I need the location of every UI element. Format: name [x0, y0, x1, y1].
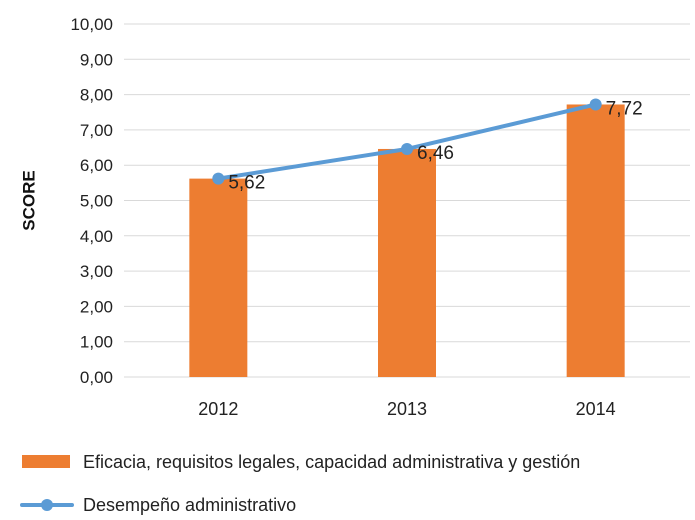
y-tick-label: 10,00: [70, 15, 113, 34]
data-labels: 5,62 6,46 7,72: [228, 98, 642, 193]
x-tick-label: 2013: [387, 399, 427, 419]
line-point-2014: [589, 98, 602, 111]
y-tick-label: 3,00: [80, 262, 113, 281]
y-axis-title: SCORE: [19, 170, 38, 230]
bar-2013: [378, 148, 436, 377]
y-tick-label: 6,00: [80, 156, 113, 175]
legend-line-label: Desempeño administrativo: [83, 495, 296, 515]
line-point-2012: [212, 172, 225, 185]
y-tick-label: 8,00: [80, 86, 113, 105]
y-tick-label: 1,00: [80, 333, 113, 352]
x-axis-category-labels: 2012 2013 2014: [198, 399, 615, 419]
y-tick-label: 7,00: [80, 121, 113, 140]
legend-bar-label: Eficacia, requisitos legales, capacidad …: [83, 452, 580, 472]
data-label: 7,72: [606, 98, 643, 119]
legend: Eficacia, requisitos legales, capacidad …: [20, 452, 580, 515]
y-tick-label: 5,00: [80, 192, 113, 211]
bar-2012: [189, 178, 248, 377]
legend-bar-swatch: [22, 455, 70, 468]
bar-2014: [566, 104, 625, 377]
line-series: [212, 98, 602, 185]
data-label: 5,62: [228, 173, 265, 194]
bar-series: [189, 104, 625, 377]
y-tick-label: 9,00: [80, 50, 113, 69]
legend-line-marker: [41, 499, 53, 511]
y-tick-label: 0,00: [80, 368, 113, 387]
x-tick-label: 2014: [576, 399, 616, 419]
y-tick-label: 4,00: [80, 227, 113, 246]
data-label: 6,46: [417, 143, 454, 164]
x-tick-label: 2012: [198, 399, 238, 419]
line-point-2013: [401, 142, 413, 155]
y-tick-label: 2,00: [80, 297, 113, 316]
y-axis-tick-labels: 0,00 1,00 2,00 3,00 4,00 5,00 6,00 7,00 8,00 9,00…: [70, 15, 113, 387]
